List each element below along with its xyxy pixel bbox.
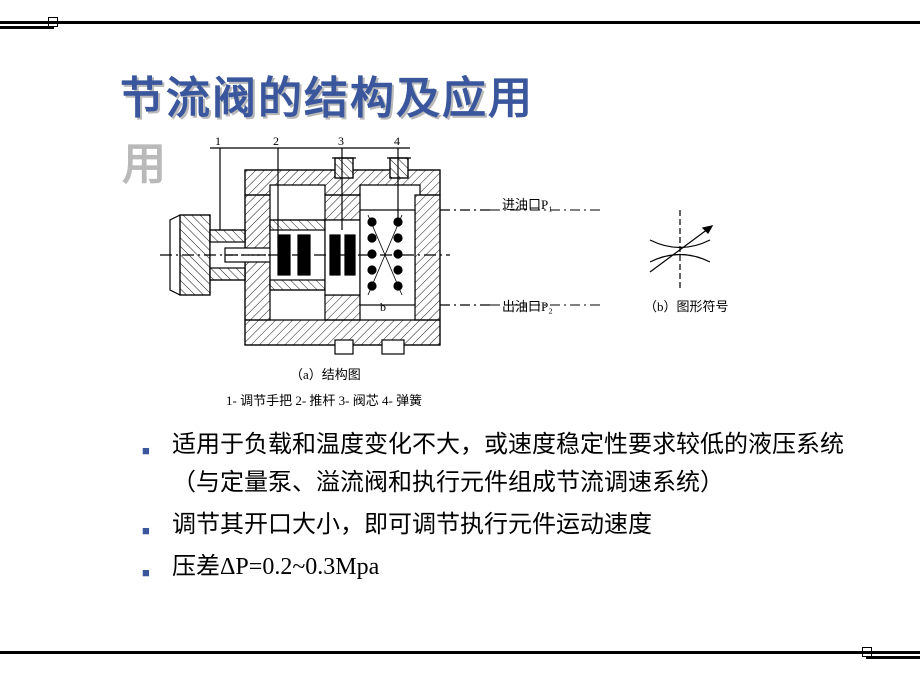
legend: 1- 调节手把 2- 推杆 3- 阀芯 4- 弹簧 [226,390,422,409]
bullet-text: 适用于负载和温度变化不大，或速度稳定性要求较低的液压系统 （与定量泵、溢流阀和执… [172,432,844,496]
rule-top [0,21,920,24]
rule-bottom-accent [866,656,920,659]
corner-square-tl [48,17,58,27]
callout-2: 2 [273,134,279,149]
bullet-item: 适用于负载和温度变化不大，或速度稳定性要求较低的液压系统 （与定量泵、溢流阀和执… [136,426,876,502]
callout-4: 4 [394,134,400,149]
figure: 1 2 3 4 进油口P₁ 出油口P₂ b （a）结构图 1- 调节手把 2- … [150,140,780,410]
bullet-item: 调节其开口大小，即可调节执行元件运动速度 [136,506,876,544]
bullet-text: 调节其开口大小，即可调节执行元件运动速度 [172,512,652,538]
callout-3: 3 [338,134,344,149]
bullet-item: 压差ΔP=0.2~0.3Mpa [136,548,876,586]
corner-square-br [862,647,872,657]
rule-bottom [0,651,920,654]
title-text: 节流阀的结构及应用 [120,74,534,123]
structure-diagram [150,140,490,370]
callout-1: 1 [215,134,221,149]
caption-a: （a）结构图 [290,364,361,383]
bullet-text: 压差ΔP=0.2~0.3Mpa [172,554,379,580]
leader-lines [490,140,790,370]
bullet-list: 适用于负载和温度变化不大，或速度稳定性要求较低的液压系统 （与定量泵、溢流阀和执… [136,426,876,590]
label-b: b [380,300,386,315]
slide-title: 节流阀的结构及应用 节流阀的结构及应用 [120,62,534,126]
rule-top-accent [0,26,54,29]
